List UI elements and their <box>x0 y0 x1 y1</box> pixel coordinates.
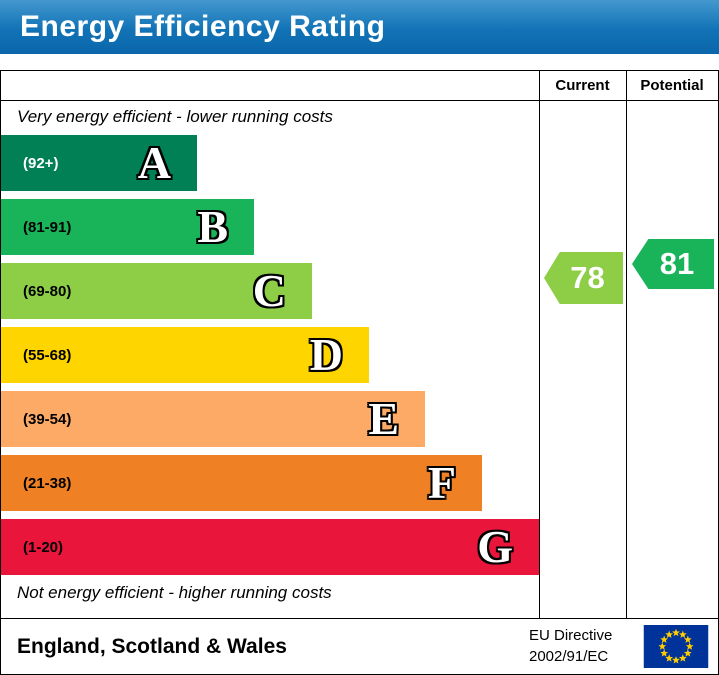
eu-flag-icon <box>643 625 709 668</box>
eu-directive-line1: EU Directive <box>529 627 613 644</box>
eu-directive-line2: 2002/91/EC <box>529 648 609 665</box>
band-a-range: (92+) <box>23 154 59 172</box>
title-banner: Energy Efficiency Rating <box>0 0 719 54</box>
band-f-letter: F <box>427 457 456 508</box>
bottom-note: Not energy efficient - higher running co… <box>17 583 332 602</box>
top-note: Very energy efficient - lower running co… <box>17 107 333 126</box>
band-e: (39-54) E <box>1 391 425 447</box>
band-d-letter: D <box>309 329 343 380</box>
band-a: (92+) A <box>1 135 197 191</box>
band-f: (21-38) F <box>1 455 482 511</box>
current-column-header: Current <box>555 77 610 94</box>
current-rating-value: 78 <box>570 260 605 295</box>
band-e-range: (39-54) <box>23 410 72 428</box>
band-g-letter: G <box>477 521 513 572</box>
header-row-divider <box>1 100 718 101</box>
potential-column-header: Potential <box>640 77 704 94</box>
band-c-range: (69-80) <box>23 282 72 300</box>
potential-column-divider <box>626 71 627 618</box>
page-title: Energy Efficiency Rating <box>20 10 386 43</box>
band-g: (1-20) G <box>1 519 539 575</box>
eu-directive-label: EU Directive 2002/91/EC <box>529 625 612 667</box>
region-label: England, Scotland & Wales <box>17 634 287 658</box>
band-b: (81-91) B <box>1 199 254 255</box>
current-column-divider <box>539 71 540 618</box>
current-rating-arrow: 78 <box>544 252 623 304</box>
band-e-letter: E <box>368 393 399 444</box>
band-c: (69-80) C <box>1 263 312 319</box>
band-a-letter: A <box>137 137 171 188</box>
band-d-range: (55-68) <box>23 346 72 364</box>
band-f-range: (21-38) <box>23 474 72 492</box>
band-b-letter: B <box>197 201 228 252</box>
band-b-range: (81-91) <box>23 218 72 236</box>
band-d: (55-68) D <box>1 327 369 383</box>
footer-bar: England, Scotland & Wales EU Directive 2… <box>0 618 719 675</box>
band-c-letter: C <box>252 265 286 316</box>
potential-rating-value: 81 <box>659 246 695 281</box>
potential-rating-arrow: 81 <box>632 239 714 289</box>
band-g-range: (1-20) <box>23 538 64 556</box>
rating-bands: (92+) A (81-91) B (69-80) C (55-68) D (3… <box>1 135 539 583</box>
rating-table: Current Potential Very energy efficient … <box>0 70 719 619</box>
